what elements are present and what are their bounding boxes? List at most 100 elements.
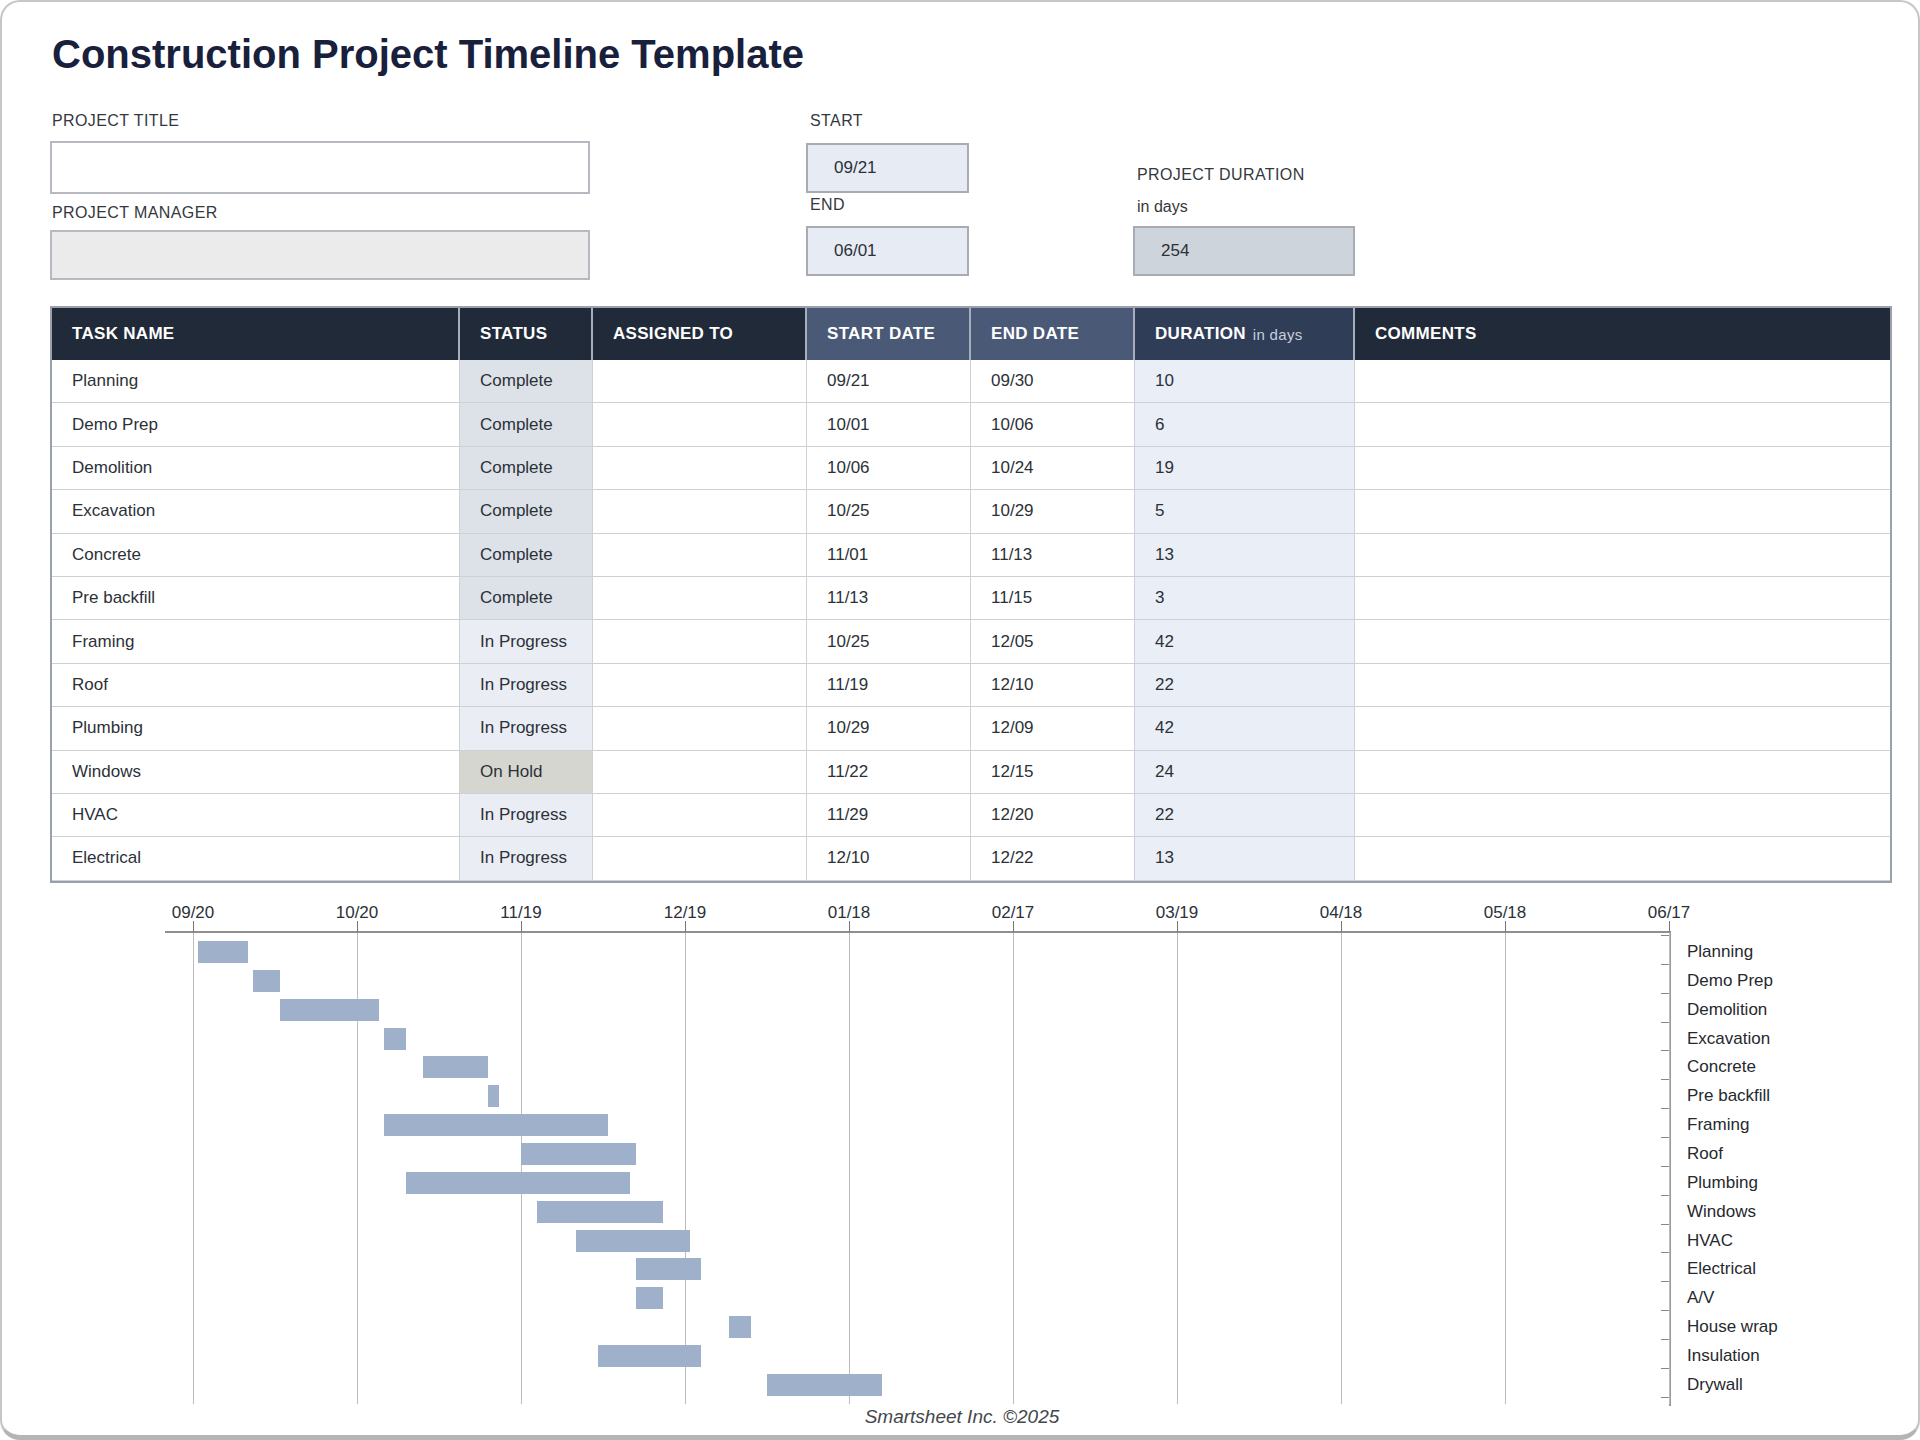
cell-start-date[interactable]: 12/10 bbox=[807, 837, 971, 880]
cell-end-date[interactable]: 12/20 bbox=[971, 794, 1135, 837]
cell-duration[interactable]: 24 bbox=[1135, 751, 1355, 794]
cell-status[interactable]: Complete bbox=[460, 403, 593, 446]
cell-comments[interactable] bbox=[1355, 360, 1890, 403]
cell-assigned-to[interactable] bbox=[593, 360, 807, 403]
cell-assigned-to[interactable] bbox=[593, 403, 807, 446]
cell-duration[interactable]: 13 bbox=[1135, 837, 1355, 880]
cell-duration[interactable]: 6 bbox=[1135, 403, 1355, 446]
cell-comments[interactable] bbox=[1355, 577, 1890, 620]
gantt-axis-tick-label: 02/17 bbox=[968, 903, 1058, 923]
project-duration-field[interactable]: 254 bbox=[1133, 226, 1355, 276]
cell-task-name[interactable]: Roof bbox=[52, 664, 460, 707]
cell-status[interactable]: In Progress bbox=[460, 664, 593, 707]
cell-assigned-to[interactable] bbox=[593, 751, 807, 794]
cell-start-date[interactable]: 11/29 bbox=[807, 794, 971, 837]
cell-duration[interactable]: 3 bbox=[1135, 577, 1355, 620]
cell-assigned-to[interactable] bbox=[593, 447, 807, 490]
cell-start-date[interactable]: 10/01 bbox=[807, 403, 971, 446]
cell-start-date[interactable]: 09/21 bbox=[807, 360, 971, 403]
cell-duration[interactable]: 5 bbox=[1135, 490, 1355, 533]
cell-end-date[interactable]: 10/24 bbox=[971, 447, 1135, 490]
cell-status[interactable]: In Progress bbox=[460, 794, 593, 837]
cell-assigned-to[interactable] bbox=[593, 664, 807, 707]
cell-task-name[interactable]: Windows bbox=[52, 751, 460, 794]
cell-comments[interactable] bbox=[1355, 664, 1890, 707]
cell-task-name[interactable]: Planning bbox=[52, 360, 460, 403]
cell-duration[interactable]: 19 bbox=[1135, 447, 1355, 490]
cell-assigned-to[interactable] bbox=[593, 837, 807, 880]
cell-end-date[interactable]: 10/29 bbox=[971, 490, 1135, 533]
cell-comments[interactable] bbox=[1355, 707, 1890, 750]
cell-task-name[interactable]: Plumbing bbox=[52, 707, 460, 750]
cell-assigned-to[interactable] bbox=[593, 620, 807, 663]
cell-assigned-to[interactable] bbox=[593, 534, 807, 577]
gantt-bar-insulation bbox=[598, 1345, 702, 1367]
cell-end-date[interactable]: 12/22 bbox=[971, 837, 1135, 880]
cell-duration[interactable]: 10 bbox=[1135, 360, 1355, 403]
cell-assigned-to[interactable] bbox=[593, 794, 807, 837]
cell-end-date[interactable]: 11/15 bbox=[971, 577, 1135, 620]
cell-start-date[interactable]: 10/29 bbox=[807, 707, 971, 750]
cell-end-date[interactable]: 12/05 bbox=[971, 620, 1135, 663]
cell-task-name[interactable]: Framing bbox=[52, 620, 460, 663]
cell-status[interactable]: Complete bbox=[460, 534, 593, 577]
gantt-axis-tick bbox=[357, 921, 358, 932]
gantt-task-label: Electrical bbox=[1687, 1257, 1756, 1281]
end-date-field[interactable]: 06/01 bbox=[806, 226, 969, 276]
cell-status[interactable]: In Progress bbox=[460, 837, 593, 880]
cell-end-date[interactable]: 12/09 bbox=[971, 707, 1135, 750]
cell-status[interactable]: Complete bbox=[460, 447, 593, 490]
cell-end-date[interactable]: 12/15 bbox=[971, 751, 1135, 794]
cell-status[interactable]: Complete bbox=[460, 360, 593, 403]
cell-status[interactable]: On Hold bbox=[460, 751, 593, 794]
gantt-gridline bbox=[685, 933, 686, 1404]
cell-comments[interactable] bbox=[1355, 837, 1890, 880]
cell-task-name[interactable]: Excavation bbox=[52, 490, 460, 533]
start-date-field[interactable]: 09/21 bbox=[806, 143, 969, 193]
project-title-input[interactable] bbox=[50, 141, 590, 194]
cell-comments[interactable] bbox=[1355, 794, 1890, 837]
gantt-right-axis-tick bbox=[1661, 1310, 1669, 1311]
cell-status[interactable]: Complete bbox=[460, 490, 593, 533]
gantt-axis-tick bbox=[1341, 921, 1342, 932]
gantt-bar-excavation bbox=[384, 1028, 406, 1050]
cell-comments[interactable] bbox=[1355, 751, 1890, 794]
cell-comments[interactable] bbox=[1355, 403, 1890, 446]
project-manager-input[interactable] bbox=[50, 230, 590, 280]
cell-task-name[interactable]: Concrete bbox=[52, 534, 460, 577]
cell-status[interactable]: In Progress bbox=[460, 707, 593, 750]
cell-start-date[interactable]: 10/06 bbox=[807, 447, 971, 490]
cell-end-date[interactable]: 11/13 bbox=[971, 534, 1135, 577]
gantt-axis-tick-label: 01/18 bbox=[804, 903, 894, 923]
cell-start-date[interactable]: 10/25 bbox=[807, 620, 971, 663]
cell-task-name[interactable]: HVAC bbox=[52, 794, 460, 837]
cell-comments[interactable] bbox=[1355, 620, 1890, 663]
cell-comments[interactable] bbox=[1355, 490, 1890, 533]
cell-assigned-to[interactable] bbox=[593, 490, 807, 533]
cell-start-date[interactable]: 11/13 bbox=[807, 577, 971, 620]
cell-duration[interactable]: 22 bbox=[1135, 664, 1355, 707]
cell-start-date[interactable]: 10/25 bbox=[807, 490, 971, 533]
cell-task-name[interactable]: Electrical bbox=[52, 837, 460, 880]
cell-end-date[interactable]: 12/10 bbox=[971, 664, 1135, 707]
cell-end-date[interactable]: 10/06 bbox=[971, 403, 1135, 446]
cell-task-name[interactable]: Demolition bbox=[52, 447, 460, 490]
cell-task-name[interactable]: Pre backfill bbox=[52, 577, 460, 620]
cell-start-date[interactable]: 11/19 bbox=[807, 664, 971, 707]
cell-duration[interactable]: 22 bbox=[1135, 794, 1355, 837]
cell-status[interactable]: In Progress bbox=[460, 620, 593, 663]
gantt-axis-tick bbox=[193, 921, 194, 932]
cell-start-date[interactable]: 11/22 bbox=[807, 751, 971, 794]
cell-status[interactable]: Complete bbox=[460, 577, 593, 620]
cell-assigned-to[interactable] bbox=[593, 577, 807, 620]
gantt-gridline bbox=[849, 933, 850, 1404]
cell-comments[interactable] bbox=[1355, 534, 1890, 577]
cell-duration[interactable]: 42 bbox=[1135, 707, 1355, 750]
cell-start-date[interactable]: 11/01 bbox=[807, 534, 971, 577]
cell-comments[interactable] bbox=[1355, 447, 1890, 490]
cell-duration[interactable]: 42 bbox=[1135, 620, 1355, 663]
cell-duration[interactable]: 13 bbox=[1135, 534, 1355, 577]
cell-end-date[interactable]: 09/30 bbox=[971, 360, 1135, 403]
cell-assigned-to[interactable] bbox=[593, 707, 807, 750]
cell-task-name[interactable]: Demo Prep bbox=[52, 403, 460, 446]
